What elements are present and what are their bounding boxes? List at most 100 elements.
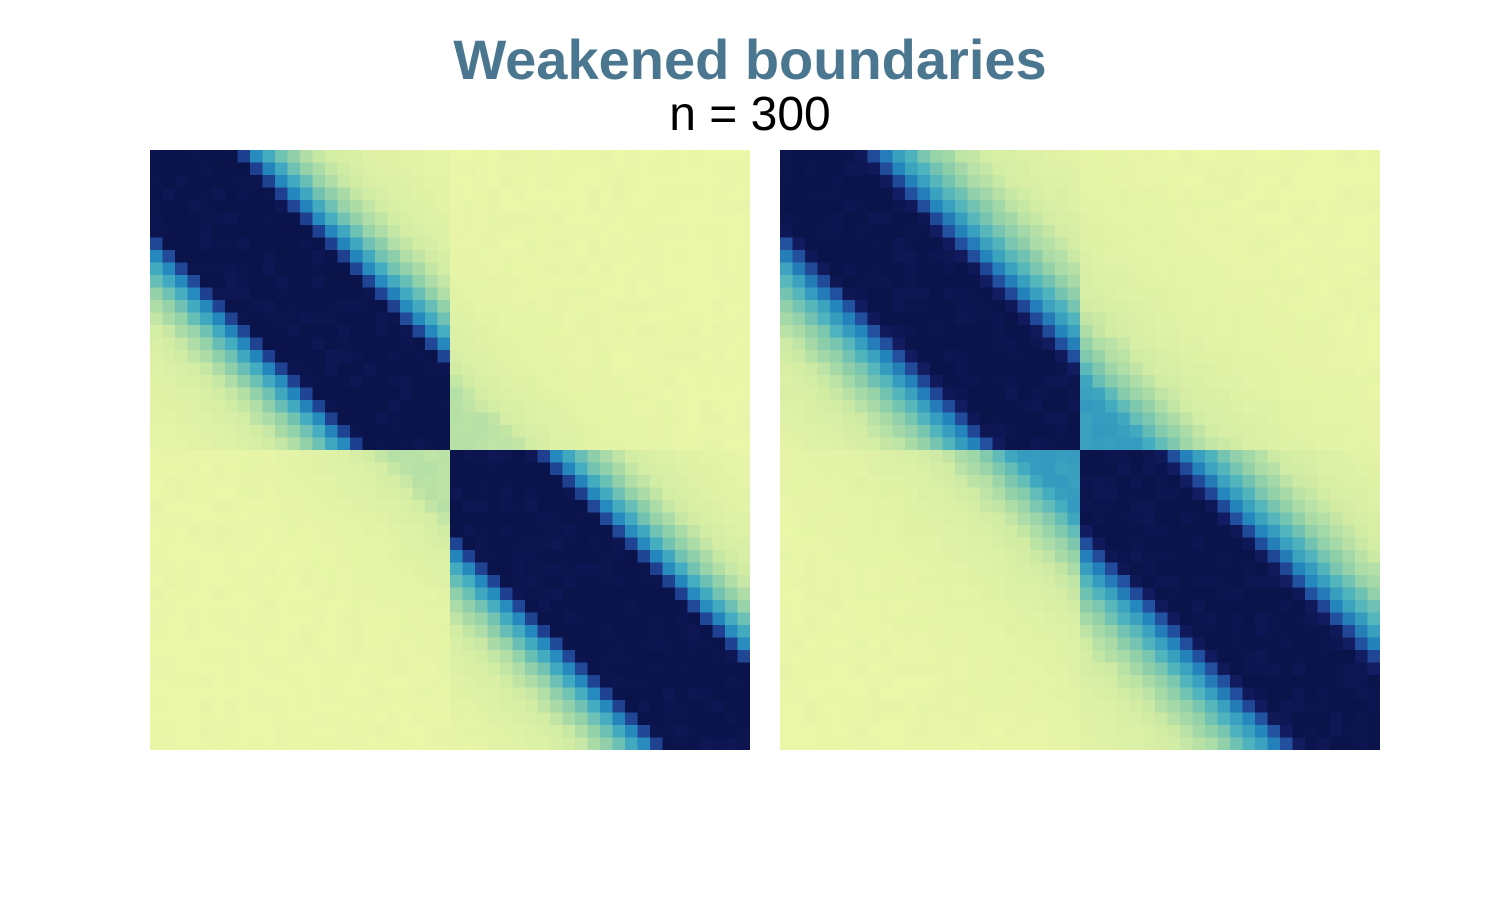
heatmap-cell	[337, 262, 351, 276]
heatmap-cell	[1080, 462, 1094, 476]
heatmap-cell	[1330, 337, 1344, 351]
heatmap-cell	[930, 412, 944, 426]
heatmap-cell	[687, 675, 701, 689]
heatmap-cell	[1367, 375, 1380, 389]
heatmap-cell	[1067, 537, 1081, 551]
heatmap-cell	[550, 225, 564, 239]
heatmap-cell	[487, 625, 501, 639]
heatmap-cell	[917, 225, 931, 239]
heatmap-cell	[587, 287, 601, 301]
heatmap-cell	[1355, 362, 1369, 376]
heatmap-cell	[867, 387, 881, 401]
heatmap-cell	[400, 212, 414, 226]
heatmap-cell	[867, 337, 881, 351]
heatmap-cell	[312, 275, 326, 289]
heatmap-cell	[1005, 150, 1019, 164]
heatmap-cell	[175, 425, 189, 439]
heatmap-cell	[1080, 712, 1094, 726]
heatmap-cell	[262, 525, 276, 539]
heatmap-cell	[942, 537, 956, 551]
heatmap-cell	[300, 175, 314, 189]
heatmap-cell	[700, 600, 714, 614]
heatmap-cell	[250, 475, 264, 489]
heatmap-cell	[500, 237, 514, 251]
heatmap-cell	[792, 500, 806, 514]
heatmap-cell	[1267, 537, 1281, 551]
heatmap-cell	[412, 575, 426, 589]
heatmap-cell	[412, 425, 426, 439]
heatmap-cell	[737, 212, 750, 226]
heatmap-cell	[487, 637, 501, 651]
heatmap-cell	[337, 237, 351, 251]
heatmap-cell	[262, 537, 276, 551]
heatmap-cell	[1167, 650, 1181, 664]
heatmap-cell	[600, 175, 614, 189]
heatmap-cell	[1217, 587, 1231, 601]
heatmap-cell	[942, 525, 956, 539]
heatmap-cell	[1355, 725, 1369, 739]
heatmap-cell	[175, 362, 189, 376]
heatmap-cell	[287, 562, 301, 576]
heatmap-cell	[450, 662, 464, 676]
heatmap-cell	[700, 537, 714, 551]
heatmap-cell	[1155, 537, 1169, 551]
heatmap-cell	[450, 537, 464, 551]
heatmap-cell	[1280, 475, 1294, 489]
heatmap-cell	[700, 212, 714, 226]
heatmap-cell	[300, 425, 314, 439]
heatmap-cell	[855, 550, 869, 564]
heatmap-cell	[1280, 187, 1294, 201]
heatmap-cell	[412, 250, 426, 264]
heatmap-cell	[967, 512, 981, 526]
heatmap-cell	[675, 212, 689, 226]
heatmap-cell	[1055, 500, 1069, 514]
heatmap-cell	[200, 187, 214, 201]
heatmap-cell	[917, 412, 931, 426]
heatmap-cell	[662, 350, 676, 364]
heatmap-cell	[1055, 425, 1069, 439]
heatmap-cell	[387, 450, 401, 464]
heatmap-cell	[350, 375, 364, 389]
heatmap-cell	[387, 487, 401, 501]
heatmap-cell	[637, 612, 651, 626]
heatmap-cell	[942, 437, 956, 451]
heatmap-cell	[1042, 487, 1056, 501]
heatmap-cell	[700, 375, 714, 389]
heatmap-cell	[1092, 212, 1106, 226]
heatmap-cell	[980, 250, 994, 264]
heatmap-cell	[312, 587, 326, 601]
heatmap-cell	[725, 737, 739, 750]
heatmap-cell	[842, 500, 856, 514]
heatmap-cell	[612, 275, 626, 289]
heatmap-cell	[412, 275, 426, 289]
heatmap-cell	[980, 312, 994, 326]
heatmap-cell	[575, 350, 589, 364]
heatmap-cell	[1230, 437, 1244, 451]
heatmap-cell	[1055, 225, 1069, 239]
heatmap-cell	[805, 275, 819, 289]
heatmap-cell	[462, 312, 476, 326]
heatmap-cell	[1155, 500, 1169, 514]
heatmap-cell	[662, 700, 676, 714]
heatmap-cell	[867, 487, 881, 501]
heatmap-cell	[1105, 150, 1119, 164]
heatmap-cell	[942, 700, 956, 714]
heatmap-cell	[637, 525, 651, 539]
heatmap-cell	[350, 175, 364, 189]
heatmap-cell	[1055, 550, 1069, 564]
heatmap-cell	[200, 375, 214, 389]
heatmap-cell	[325, 712, 339, 726]
heatmap-cell	[1217, 337, 1231, 351]
heatmap-cell	[575, 250, 589, 264]
heatmap-cell	[325, 550, 339, 564]
heatmap-cell	[955, 187, 969, 201]
heatmap-cell	[737, 237, 750, 251]
heatmap-cell	[1317, 700, 1331, 714]
heatmap-cell	[287, 537, 301, 551]
heatmap-cell	[425, 487, 439, 501]
heatmap-cell	[1105, 625, 1119, 639]
heatmap-cell	[387, 737, 401, 750]
heatmap-cell	[1367, 362, 1380, 376]
heatmap-cell	[1292, 300, 1306, 314]
heatmap-cell	[880, 625, 894, 639]
